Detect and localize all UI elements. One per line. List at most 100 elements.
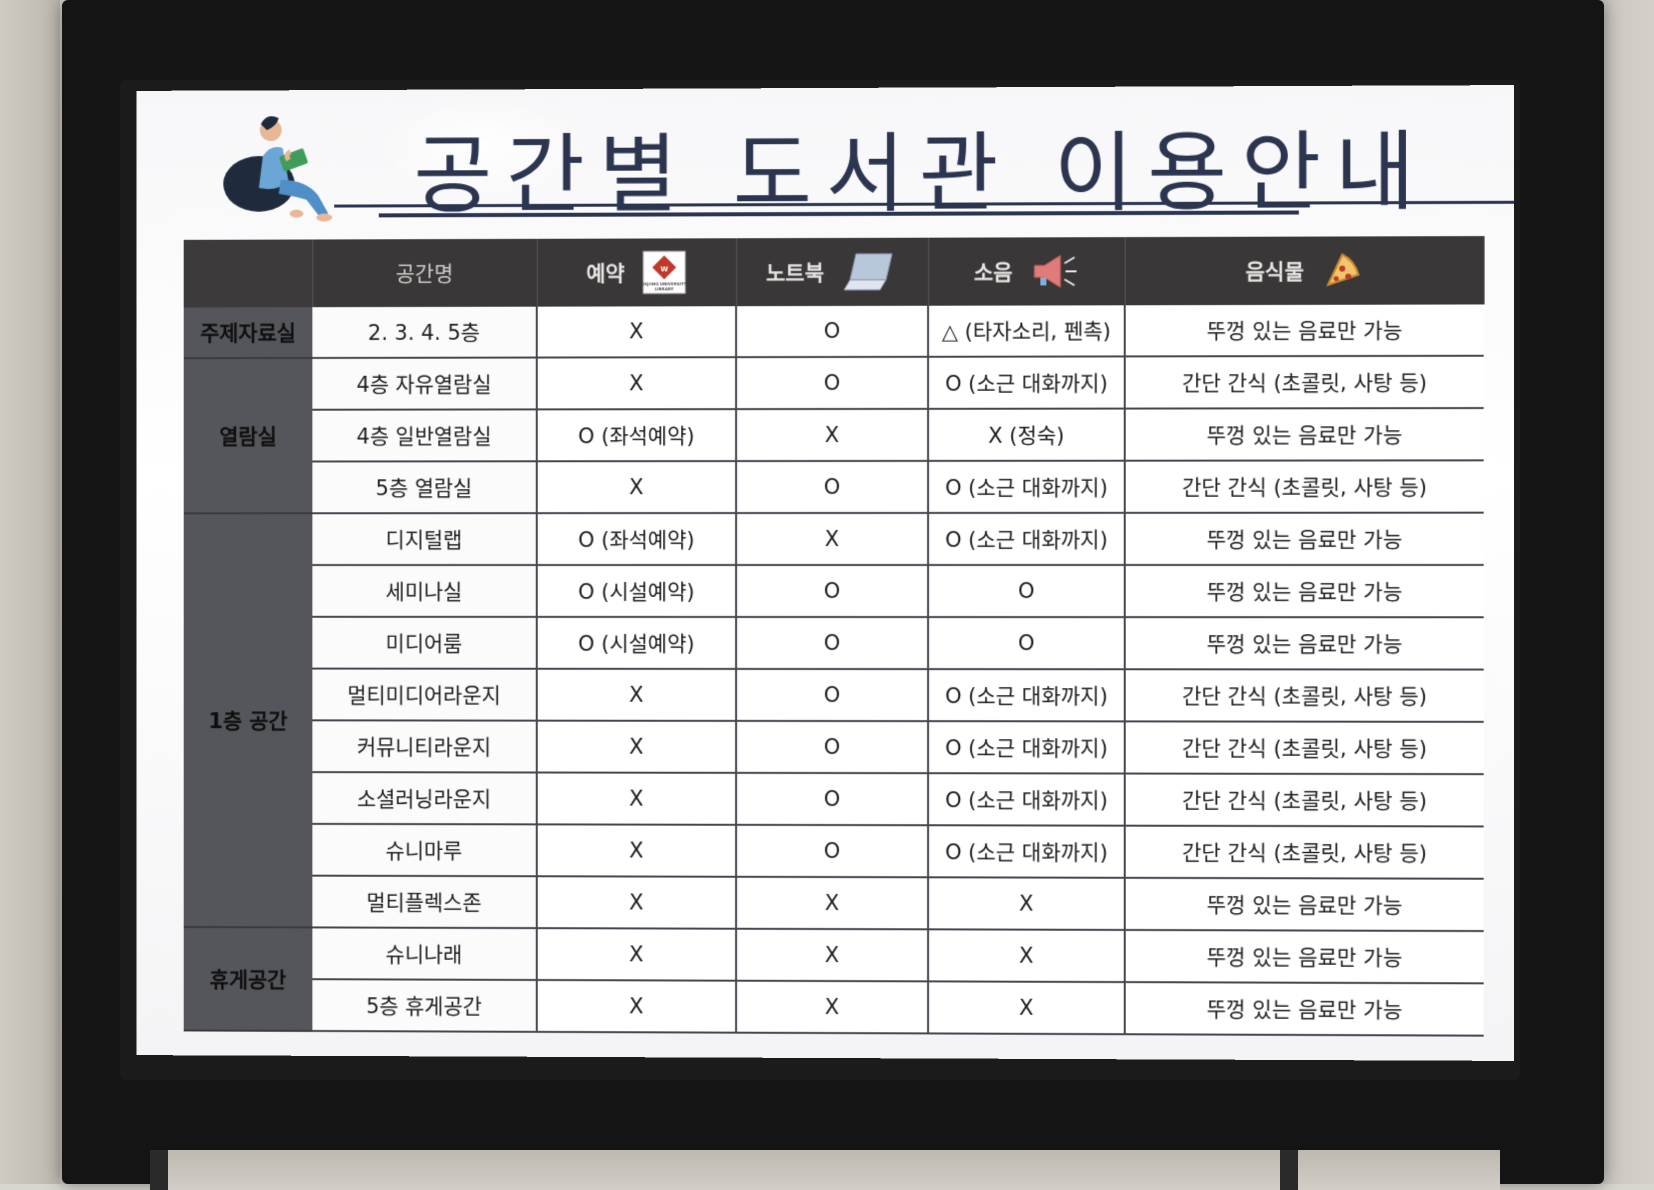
laptop-cell: O [736, 669, 928, 721]
space-name-cell: 슈니나래 [312, 927, 536, 980]
header-noise: 소음 [928, 237, 1125, 306]
space-name-cell: 5층 열람실 [312, 461, 536, 513]
header-noise-label: 소음 [974, 256, 1013, 286]
reservation-cell: X [537, 461, 736, 513]
noise-cell: O (소근 대화까지) [928, 825, 1125, 878]
header-reservation-label: 예약 [586, 258, 624, 288]
header-food: 음식물 [1125, 236, 1484, 305]
person-reading-icon [219, 96, 348, 226]
category-cell: 주제자료실 [184, 307, 313, 358]
food-cell: 간단 간식 (초콜릿, 사탕 등) [1125, 721, 1484, 774]
food-cell: 간단 간식 (초콜릿, 사탕 등) [1125, 774, 1484, 827]
noise-cell: O (소근 대화까지) [928, 669, 1125, 721]
reservation-cell: O (시설예약) [537, 617, 736, 669]
svg-text:W: W [661, 265, 669, 273]
food-cell: 뚜껑 있는 음료만 가능 [1125, 617, 1484, 669]
stand-leg-right [1280, 1150, 1298, 1190]
reservation-cell: X [537, 357, 736, 409]
laptop-cell: X [736, 409, 928, 461]
food-cell: 간단 간식 (초콜릿, 사탕 등) [1125, 460, 1484, 512]
floor-left [0, 0, 60, 1184]
library-logo-icon: W SEJONG UNIVERSITY LIBRARY [643, 250, 687, 294]
laptop-cell: X [736, 929, 928, 982]
noise-cell: O [928, 617, 1125, 669]
laptop-cell: O [736, 721, 928, 773]
space-name-cell: 멀티미디어라운지 [312, 669, 536, 721]
reservation-cell: X [537, 876, 736, 928]
food-cell: 간단 간식 (초콜릿, 사탕 등) [1125, 826, 1484, 879]
noise-cell: O (소근 대화까지) [928, 461, 1125, 513]
laptop-cell: X [736, 513, 928, 565]
space-usage-table: 공간명 예약 W SEJONG UNIVERSITY LIBRARY [184, 236, 1484, 1037]
space-name-cell: 슈니마루 [312, 824, 536, 876]
reservation-cell: O (좌석예약) [537, 513, 736, 565]
reservation-cell: X [537, 306, 736, 357]
space-name-cell: 디지털랩 [312, 513, 536, 565]
food-cell: 뚜껑 있는 음료만 가능 [1125, 408, 1484, 461]
header-laptop: 노트북 [736, 238, 928, 307]
header-category [184, 239, 313, 307]
food-cell: 뚜껑 있는 음료만 가능 [1125, 878, 1484, 931]
noise-cell: X [928, 929, 1125, 982]
reservation-cell: X [537, 824, 736, 876]
header-laptop-label: 노트북 [766, 257, 824, 287]
laptop-cell: O [736, 461, 928, 513]
space-name-cell: 4층 자유열람실 [312, 358, 536, 410]
noise-cell: X [928, 981, 1125, 1034]
pizza-icon [1322, 250, 1362, 290]
noise-cell: O (소근 대화까지) [928, 513, 1125, 565]
noise-cell: O (소근 대화까지) [928, 356, 1125, 408]
noise-cell: O (소근 대화까지) [928, 773, 1125, 825]
space-name-cell: 멀티플렉스존 [312, 876, 536, 928]
stand-leg-left [150, 1150, 168, 1190]
noise-cell: X (정숙) [928, 409, 1125, 461]
space-name-cell: 미디어룸 [312, 617, 536, 669]
megaphone-icon [1031, 251, 1079, 291]
food-cell: 뚜껑 있는 음료만 가능 [1125, 982, 1484, 1036]
space-name-cell: 5층 휴게공간 [312, 979, 536, 1032]
space-name-cell: 4층 일반열람실 [312, 409, 536, 461]
header-reservation: 예약 W SEJONG UNIVERSITY LIBRARY [537, 238, 736, 306]
food-cell: 뚜껑 있는 음료만 가능 [1125, 565, 1484, 617]
category-cell: 휴게공간 [184, 927, 313, 1031]
reservation-cell: O (시설예약) [537, 565, 736, 617]
space-name-cell: 커뮤니티라운지 [312, 720, 536, 772]
food-cell: 간단 간식 (초콜릿, 사탕 등) [1125, 356, 1484, 409]
space-name-cell: 소셜러닝라운지 [312, 772, 536, 824]
reservation-cell: X [537, 928, 736, 981]
laptop-icon [842, 250, 898, 294]
table-header-row: 공간명 예약 W SEJONG UNIVERSITY LIBRARY [184, 236, 1484, 307]
reservation-cell: X [537, 669, 736, 721]
food-cell: 뚜껑 있는 음료만 가능 [1125, 304, 1484, 356]
laptop-cell: O [736, 773, 928, 825]
header-space-name: 공간명 [312, 239, 536, 307]
laptop-cell: O [736, 825, 928, 877]
laptop-cell: O [736, 565, 928, 617]
laptop-cell: X [736, 981, 928, 1034]
reservation-cell: X [537, 721, 736, 773]
space-name-cell: 2. 3. 4. 5층 [312, 307, 536, 358]
food-cell: 뚜껑 있는 음료만 가능 [1125, 513, 1484, 565]
laptop-cell: O [736, 306, 928, 357]
reservation-cell: O (좌석예약) [537, 409, 736, 461]
header-food-label: 음식물 [1245, 256, 1303, 286]
space-name-cell: 세미나실 [312, 565, 536, 617]
category-cell: 1층 공간 [184, 513, 313, 927]
laptop-cell: O [736, 617, 928, 669]
laptop-cell: O [736, 357, 928, 409]
food-cell: 간단 간식 (초콜릿, 사탕 등) [1125, 669, 1484, 722]
